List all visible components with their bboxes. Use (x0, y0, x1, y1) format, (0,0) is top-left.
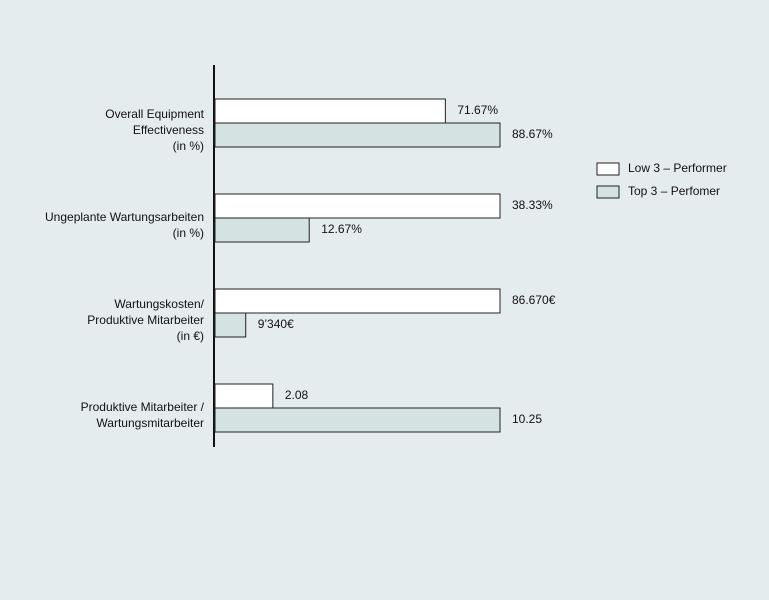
value-label: 9’340€ (258, 317, 294, 331)
category-label: Wartungskosten/ (114, 297, 204, 311)
bar (214, 407, 501, 433)
category-label: Ungeplante Wartungsarbeiten (45, 210, 204, 224)
value-label: 88.67% (512, 127, 553, 141)
category-label: Effectiveness (133, 123, 204, 137)
category-label: (in %) (173, 226, 204, 240)
category-label: Produktive Mitarbeiter (87, 313, 204, 327)
value-label: 38.33% (512, 198, 553, 212)
legend-swatch (596, 185, 620, 199)
legend-label: Top 3 – Perfomer (628, 184, 720, 198)
value-label: 86.670€ (512, 293, 556, 307)
category-label: (in €) (177, 329, 204, 343)
category-label: Wartungsmitarbeiter (96, 416, 204, 430)
legend-swatch (596, 162, 620, 176)
bar (214, 217, 310, 243)
value-label: 71.67% (457, 103, 498, 117)
value-label: 10.25 (512, 412, 542, 426)
bar (214, 312, 247, 338)
category-label: Overall Equipment (105, 107, 204, 121)
bar (214, 288, 501, 314)
legend-label: Low 3 – Performer (628, 161, 727, 175)
bar (214, 383, 274, 409)
value-label: 12.67% (321, 222, 362, 236)
category-label: (in %) (173, 139, 204, 153)
value-label: 2.08 (285, 388, 309, 402)
category-label: Produktive Mitarbeiter / (81, 400, 205, 414)
bar (214, 122, 501, 148)
bar (214, 98, 446, 124)
bar (214, 193, 501, 219)
